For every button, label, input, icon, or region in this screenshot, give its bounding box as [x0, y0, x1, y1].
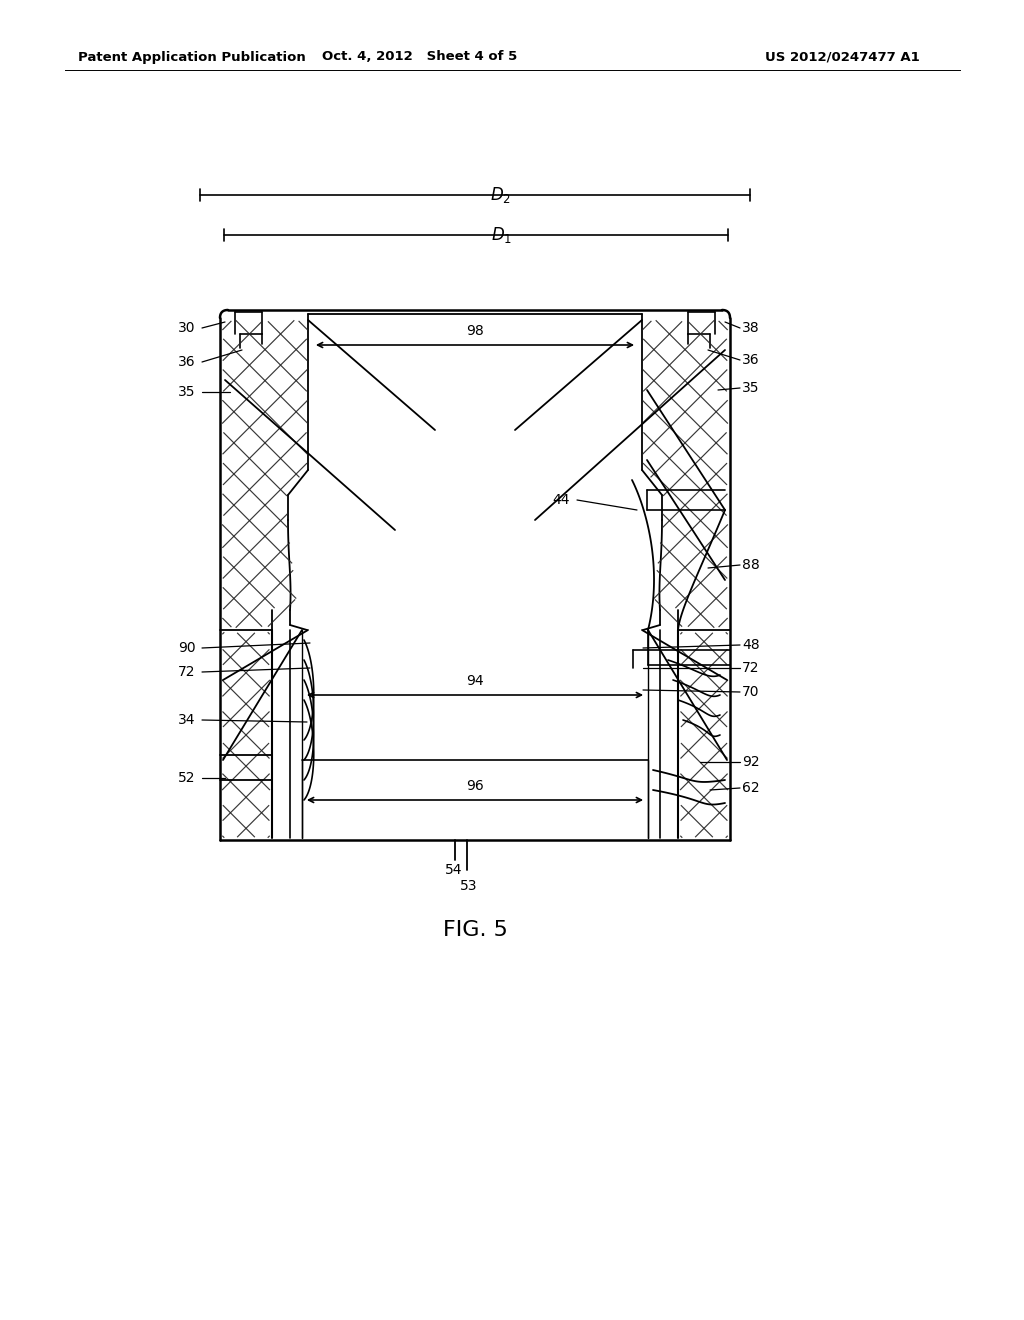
Text: 44: 44: [552, 492, 569, 507]
Text: 92: 92: [742, 755, 760, 770]
Text: 90: 90: [178, 642, 196, 655]
Text: 52: 52: [178, 771, 196, 785]
Text: 88: 88: [742, 558, 760, 572]
Text: 36: 36: [178, 355, 196, 370]
Text: 30: 30: [178, 321, 196, 335]
Text: Oct. 4, 2012   Sheet 4 of 5: Oct. 4, 2012 Sheet 4 of 5: [323, 50, 517, 63]
Text: 72: 72: [178, 665, 196, 678]
Text: 36: 36: [742, 352, 760, 367]
Text: 96: 96: [466, 779, 484, 793]
Text: $D_2$: $D_2$: [490, 185, 511, 205]
Text: 35: 35: [742, 381, 760, 395]
Text: $D_1$: $D_1$: [490, 224, 512, 246]
Text: 70: 70: [742, 685, 760, 700]
Text: 48: 48: [742, 638, 760, 652]
Text: 34: 34: [178, 713, 196, 727]
Text: 35: 35: [178, 385, 196, 399]
Text: 38: 38: [742, 321, 760, 335]
Text: 53: 53: [460, 879, 477, 894]
Text: 72: 72: [742, 661, 760, 675]
Text: 62: 62: [742, 781, 760, 795]
Text: 94: 94: [466, 675, 483, 688]
Text: 54: 54: [445, 863, 463, 876]
Text: US 2012/0247477 A1: US 2012/0247477 A1: [765, 50, 920, 63]
Text: FIG. 5: FIG. 5: [442, 920, 508, 940]
Text: 98: 98: [466, 323, 484, 338]
Text: Patent Application Publication: Patent Application Publication: [78, 50, 306, 63]
